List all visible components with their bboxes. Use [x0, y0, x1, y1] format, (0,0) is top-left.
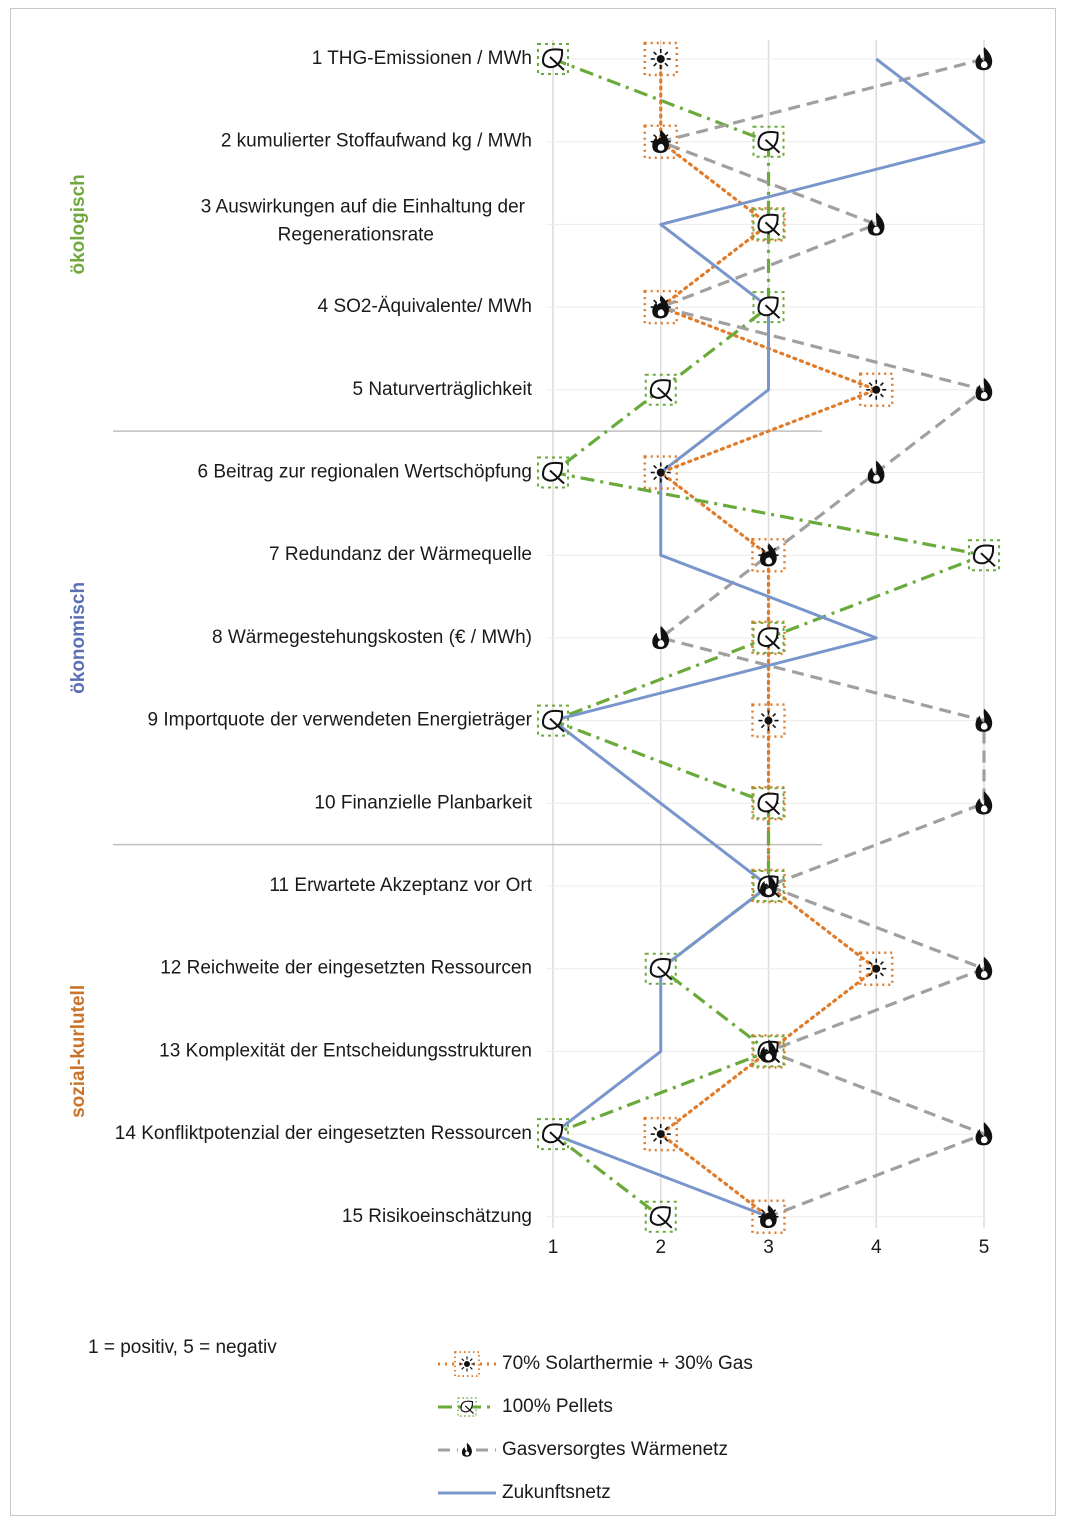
leaf-icon [537, 456, 569, 489]
series-line [551, 57, 986, 1219]
category-label-line: 3 Auswirkungen auf die Einhaltung der [201, 196, 526, 217]
series-line [659, 57, 986, 1219]
flame-icon [461, 1442, 472, 1457]
sun-icon [859, 372, 894, 408]
chart-frame [10, 8, 1056, 1516]
sun-icon [859, 951, 894, 986]
flame-icon [760, 1039, 777, 1063]
category-label: 5 Naturverträglichkeit [352, 379, 532, 400]
group-label: ökonomisch [68, 582, 89, 694]
x-tick-label: 1 [548, 1237, 559, 1258]
x-tick-label: 5 [979, 1237, 990, 1258]
category-label: 9 Importquote der verwendeten Energieträ… [148, 710, 533, 731]
legend-item: 100% Pellets [436, 1385, 753, 1428]
group-label: ökologisch [68, 174, 89, 274]
category-label: 15 Risikoeinschätzung [342, 1206, 532, 1227]
x-tick-label: 3 [763, 1237, 774, 1258]
category-label: 12 Reichweite der eingesetzten Ressource… [160, 958, 532, 979]
category-label: 1 THG-Emissionen / MWh [312, 48, 532, 69]
leaf-icon [537, 1118, 569, 1151]
legend-item: 70% Solarthermie + 30% Gas [436, 1342, 753, 1385]
flame-icon [760, 543, 777, 567]
legend-label: 100% Pellets [502, 1395, 613, 1417]
leaf-icon [644, 373, 677, 406]
flame-icon [975, 956, 993, 980]
sun-icon [643, 41, 678, 77]
leaf-icon [537, 43, 569, 75]
scale-note: 1 = positiv, 5 = negativ [88, 1337, 277, 1358]
legend-swatch [438, 1350, 496, 1377]
legend-swatch [438, 1440, 496, 1459]
legend-swatch [438, 1396, 496, 1417]
leaf-icon [457, 1396, 477, 1417]
flame-icon [867, 460, 885, 484]
sun-icon [751, 703, 786, 738]
flame-icon [975, 377, 993, 402]
flame-icon [652, 129, 669, 153]
category-label: 3 Auswirkungen auf die Einhaltung der Reg… [201, 196, 526, 245]
flame-icon [867, 212, 885, 236]
category-label: 14 Konfliktpotenzial der eingesetzten Re… [115, 1123, 532, 1144]
leaf-icon [752, 125, 785, 158]
category-label: 8 Wärmegestehungskosten (€ / MWh) [212, 627, 532, 648]
legend-label: 70% Solarthermie + 30% Gas [502, 1352, 753, 1374]
sun-icon [643, 1116, 678, 1152]
leaf-icon [644, 952, 677, 985]
legend: 70% Solarthermie + 30% Gas 100% Pellets Ga… [436, 1342, 753, 1514]
category-label: 4 SO2-Äquivalente/ MWh [318, 296, 532, 317]
category-label: 6 Beitrag zur regionalen Wertschöpfung [198, 462, 532, 483]
category-label-line: Regenerationsrate [278, 224, 434, 245]
flame-icon [760, 1204, 777, 1229]
category-label: 11 Erwartete Akzeptanz vor Ort [269, 875, 532, 896]
leaf-icon [752, 291, 785, 324]
category-label: 7 Redundanz der Wärmequelle [269, 544, 532, 565]
leaf-icon [644, 1200, 677, 1233]
leaf-icon [968, 539, 1000, 572]
category-label: 10 Finanzielle Planbarkeit [314, 792, 532, 813]
legend-label: Gasversorgtes Wärmenetz [502, 1438, 728, 1460]
leaf-icon [752, 621, 785, 654]
legend-label: Zukunftsnetz [502, 1481, 611, 1503]
flame-icon [760, 874, 777, 898]
leaf-icon [537, 704, 569, 737]
leaf-icon [752, 208, 785, 241]
group-label: sozial-kurlutell [68, 985, 89, 1118]
sun-icon [454, 1350, 480, 1377]
x-tick-label: 2 [655, 1237, 666, 1258]
flame-icon [975, 791, 993, 815]
flame-icon [975, 1122, 993, 1146]
x-tick-label: 4 [871, 1237, 882, 1258]
leaf-icon [752, 787, 785, 820]
flame-icon [975, 47, 993, 71]
flame-icon [652, 295, 669, 319]
flame-icon [975, 708, 993, 732]
legend-item: Gasversorgtes Wärmenetz [436, 1428, 753, 1471]
sun-icon [643, 455, 678, 490]
category-label: 2 kumulierter Stoffaufwand kg / MWh [221, 131, 532, 152]
legend-item: Zukunftsnetz [436, 1471, 753, 1514]
category-label: 13 Komplexität der Entscheidungsstruktur… [159, 1040, 532, 1061]
legend-swatch [438, 1491, 496, 1494]
flame-icon [652, 625, 669, 650]
